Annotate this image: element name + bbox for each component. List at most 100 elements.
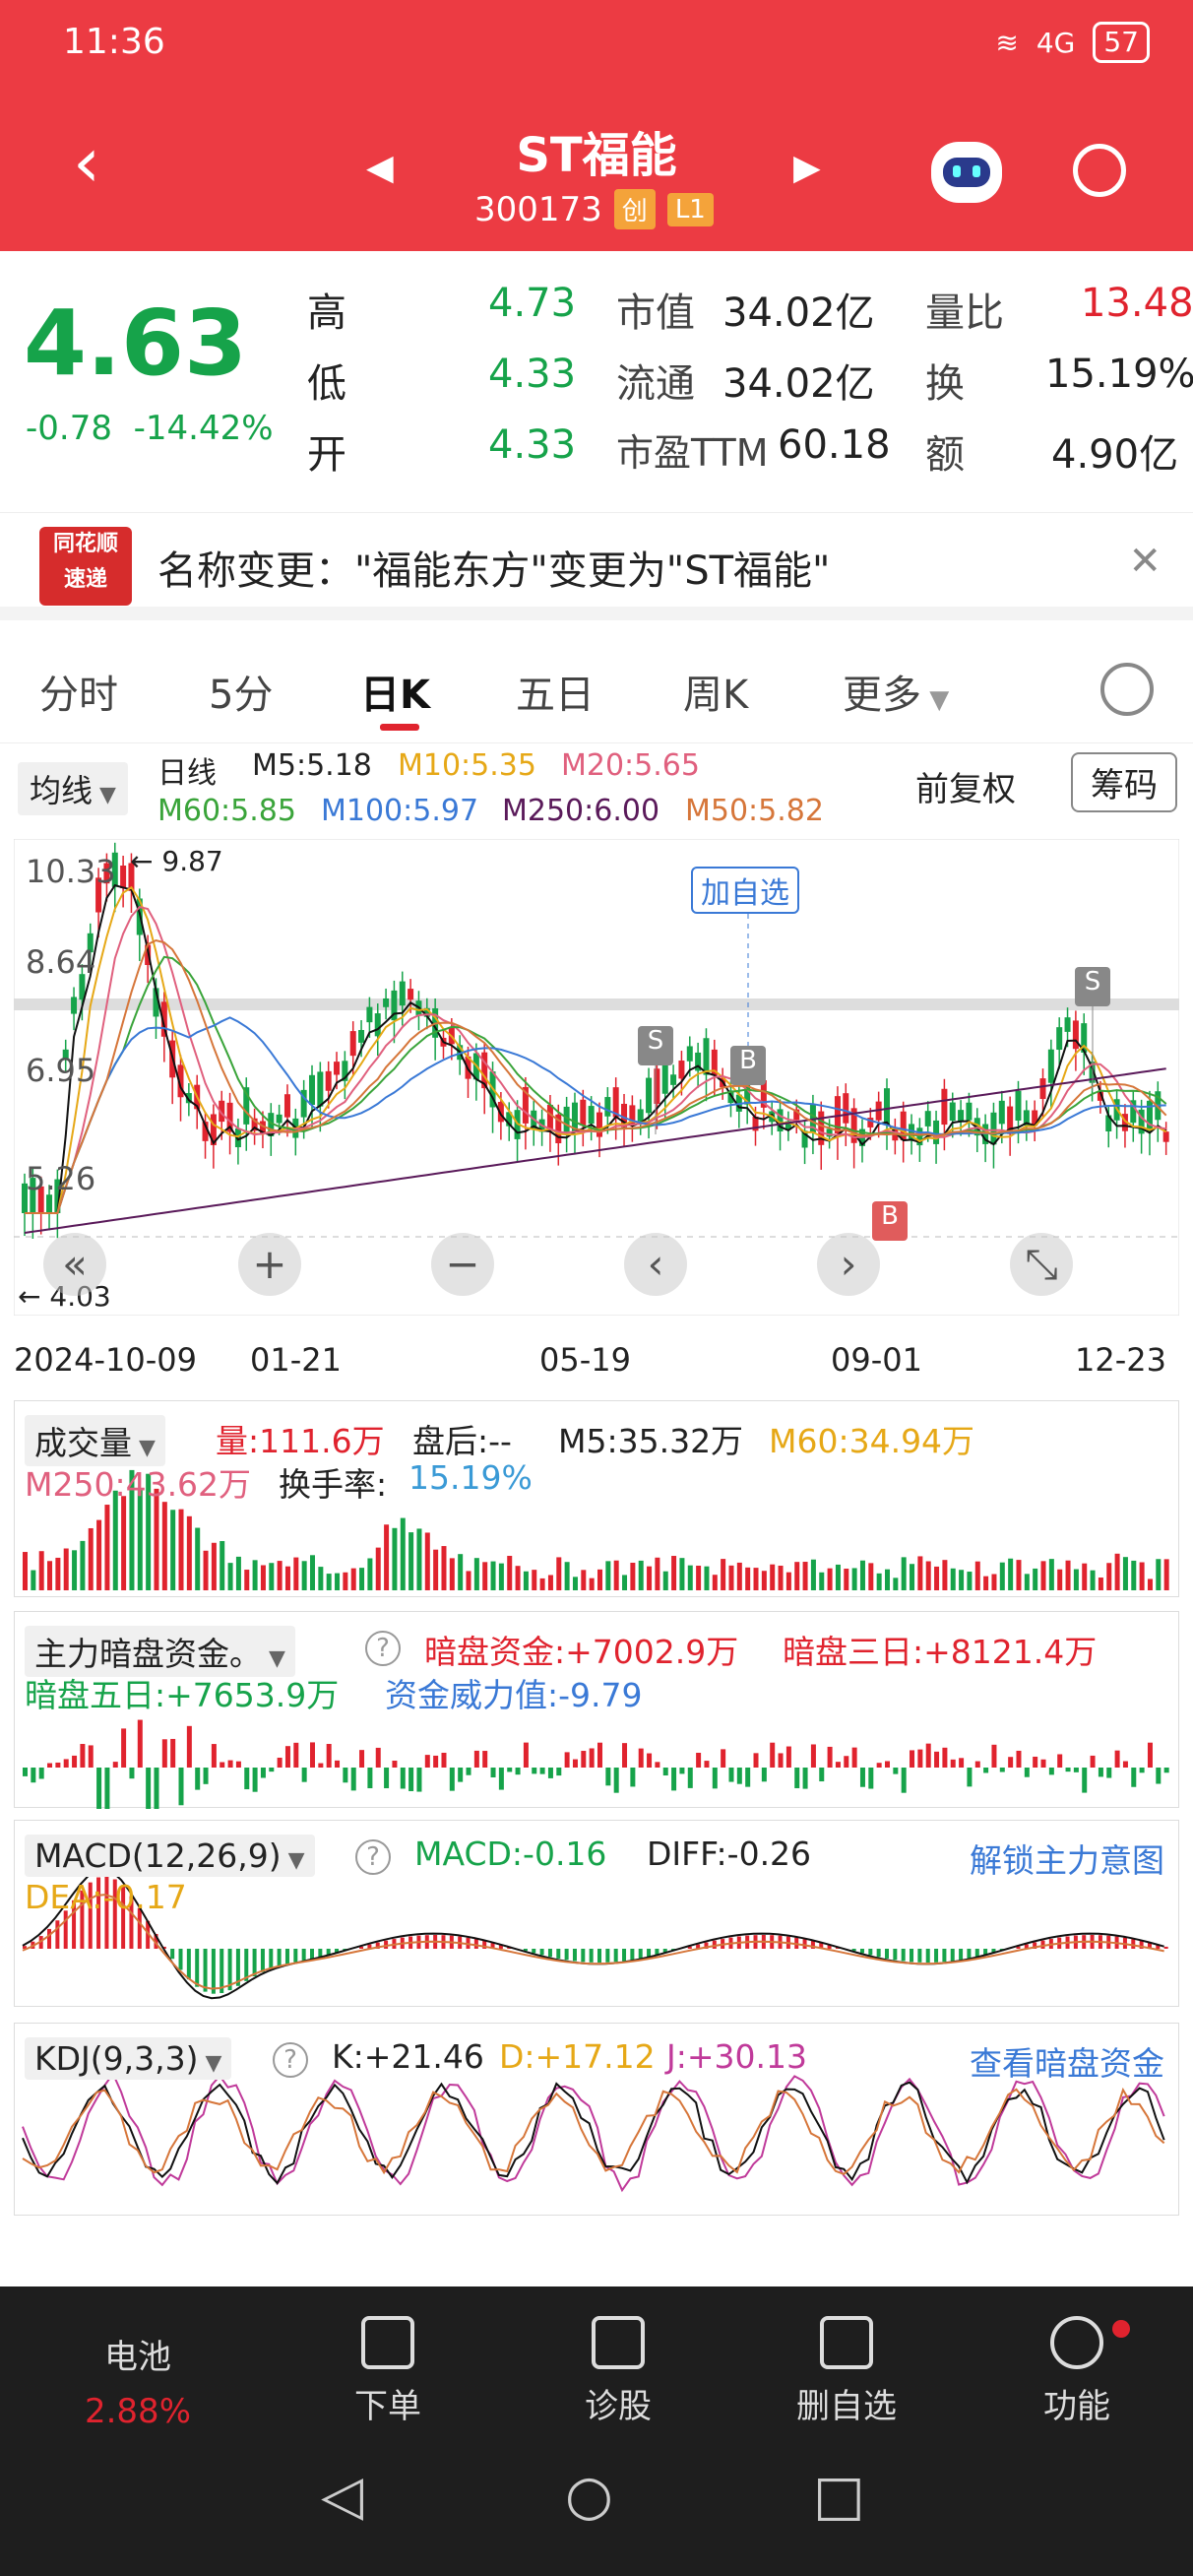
prev-stock-icon[interactable]: ◀: [366, 148, 394, 188]
help-icon[interactable]: ?: [355, 1835, 391, 1875]
darkpool-bar: [507, 1768, 513, 1772]
candle-body: [153, 988, 159, 1017]
darkpool-bar: [293, 1742, 299, 1768]
volume-bar: [146, 1473, 152, 1590]
news-banner[interactable]: 同花顺 速递 名称变更："福能东方"变更为"ST福能" ✕: [0, 512, 1193, 620]
ma-select[interactable]: 均线 ▼: [18, 762, 128, 815]
order-button[interactable]: 下单: [309, 2316, 467, 2427]
macd-panel[interactable]: MACD(12,26,9) ▼ ? MACD:-0.16 DIFF:-0.26 …: [14, 1820, 1179, 2007]
dark-pool-panel[interactable]: 主力暗盘资金。 ▼ ? 暗盘资金:+7002.9万 暗盘三日:+8121.4万 …: [14, 1611, 1179, 1809]
vol-m5-label: M5:35.32万: [558, 1422, 744, 1460]
prev-icon[interactable]: ‹: [624, 1233, 687, 1296]
candle-body: [843, 1093, 849, 1124]
volume-bar: [819, 1572, 825, 1590]
fuquan-toggle[interactable]: 前复权: [915, 770, 1016, 809]
macd-select[interactable]: MACD(12,26,9) ▼: [25, 1835, 315, 1877]
macd-bar: [819, 1942, 824, 1949]
settings-icon[interactable]: [1100, 663, 1154, 716]
macd-bar: [876, 1949, 881, 1958]
volume-bar: [851, 1568, 857, 1590]
darkpool-bar: [655, 1762, 660, 1768]
ma10-label: M10:5.35: [398, 748, 536, 783]
after-hours-label: 盘后:--: [412, 1422, 512, 1460]
volume-bar: [704, 1566, 710, 1590]
macd-bar: [810, 1940, 815, 1949]
darkpool-bar: [1147, 1742, 1153, 1768]
unlock-intent-link[interactable]: 解锁主力意图: [970, 1841, 1164, 1880]
view-darkpool-link[interactable]: 查看暗盘资金: [970, 2044, 1164, 2083]
macd-bar: [910, 1949, 914, 1963]
tab-5day[interactable]: 五日: [516, 673, 595, 718]
darkpool-bar: [416, 1768, 422, 1792]
candle-body: [752, 1116, 759, 1131]
volume-bar: [1147, 1578, 1153, 1590]
tab-more[interactable]: 更多 ▼: [843, 663, 949, 720]
next-icon[interactable]: ›: [817, 1233, 880, 1296]
zoom-in-icon[interactable]: +: [238, 1233, 301, 1296]
macd-bar: [260, 1949, 265, 1972]
darkpool-bar: [473, 1750, 479, 1768]
macd-bar: [605, 1949, 610, 1963]
volume-bar: [458, 1554, 464, 1590]
volume-select[interactable]: 成交量 ▼: [25, 1415, 165, 1466]
chip-button[interactable]: 筹码: [1071, 752, 1177, 812]
search-icon[interactable]: [1073, 144, 1126, 197]
macd-bar: [301, 1949, 306, 1961]
tab-fenshi[interactable]: 分时: [39, 673, 118, 718]
volume-bar: [1098, 1578, 1103, 1590]
nav-recent-icon[interactable]: □: [813, 2464, 865, 2528]
darkpool-bar: [1033, 1756, 1038, 1768]
darkpool-select[interactable]: 主力暗盘资金。 ▼: [25, 1626, 295, 1677]
sell-signal: S: [638, 1026, 673, 1065]
volume-bar: [178, 1509, 184, 1590]
diagnose-button[interactable]: 诊股: [539, 2316, 697, 2427]
darkpool-bar: [910, 1750, 915, 1768]
tab-daily-k[interactable]: 日K: [360, 673, 430, 718]
xtick-label: 2024-10-09: [14, 1341, 197, 1379]
macd-bar: [384, 1940, 389, 1949]
darkpool-3day: 暗盘三日:+8121.4万: [783, 1633, 1098, 1671]
battery-sector[interactable]: 电池 2.88%: [59, 2330, 217, 2431]
volume-bar: [532, 1570, 537, 1590]
help-icon[interactable]: ?: [365, 1626, 401, 1666]
darkpool-bar: [244, 1768, 250, 1790]
macd-bar: [47, 1928, 52, 1949]
darkpool-bar: [794, 1768, 800, 1788]
volume-bar: [88, 1527, 94, 1590]
turnover-value: 15.19%: [408, 1458, 533, 1497]
fullscreen-icon[interactable]: ⤡: [1010, 1233, 1073, 1296]
kline-panel[interactable]: 10.33 8.64 6.95 5.26 ← 9.87 ← 4.03 加自选 S…: [14, 839, 1179, 1316]
nav-home-icon[interactable]: ○: [565, 2464, 613, 2528]
candle-body: [103, 863, 110, 884]
kdj-panel[interactable]: KDJ(9,3,3) ▼ ? K:+21.46 D:+17.12 J:+30.1…: [14, 2023, 1179, 2216]
nav-back-icon[interactable]: ◁: [321, 2464, 364, 2528]
darkpool-bar: [392, 1761, 398, 1768]
volume-bar: [310, 1555, 315, 1590]
close-icon[interactable]: ✕: [1128, 539, 1162, 584]
macd-bar: [1033, 1942, 1037, 1949]
tab-5min[interactable]: 5分: [209, 673, 274, 718]
volume-panel[interactable]: 成交量 ▼ 量:111.6万 盘后:-- M5:35.32万 M60:34.94…: [14, 1400, 1179, 1597]
darkpool-bar: [350, 1768, 356, 1791]
macd-bar: [23, 1946, 27, 1949]
macd-bar: [220, 1949, 224, 1994]
back-icon[interactable]: ‹: [73, 122, 100, 203]
zoom-out-icon[interactable]: −: [431, 1233, 494, 1296]
macd-bar: [186, 1949, 191, 1980]
volume-bar: [630, 1562, 636, 1590]
robot-icon[interactable]: [931, 142, 1002, 203]
volume-value: 量:111.6万: [216, 1422, 385, 1460]
remove-watchlist-button[interactable]: 删自选: [768, 2316, 925, 2427]
amount-value: 4.90亿: [1051, 432, 1179, 478]
help-icon[interactable]: ?: [273, 2037, 308, 2078]
darkpool-bar: [384, 1768, 390, 1789]
kdj-select[interactable]: KDJ(9,3,3) ▼: [25, 2037, 232, 2080]
functions-button[interactable]: 功能: [998, 2316, 1156, 2427]
add-watchlist-tag[interactable]: 加自选: [691, 867, 799, 914]
notification-dot: [1112, 2320, 1130, 2338]
candle-body: [777, 1109, 784, 1132]
volume-bar: [1163, 1559, 1169, 1590]
tab-weekly-k[interactable]: 周K: [683, 673, 749, 718]
scroll-left-icon[interactable]: «: [43, 1233, 106, 1296]
next-stock-icon[interactable]: ▶: [793, 148, 821, 188]
